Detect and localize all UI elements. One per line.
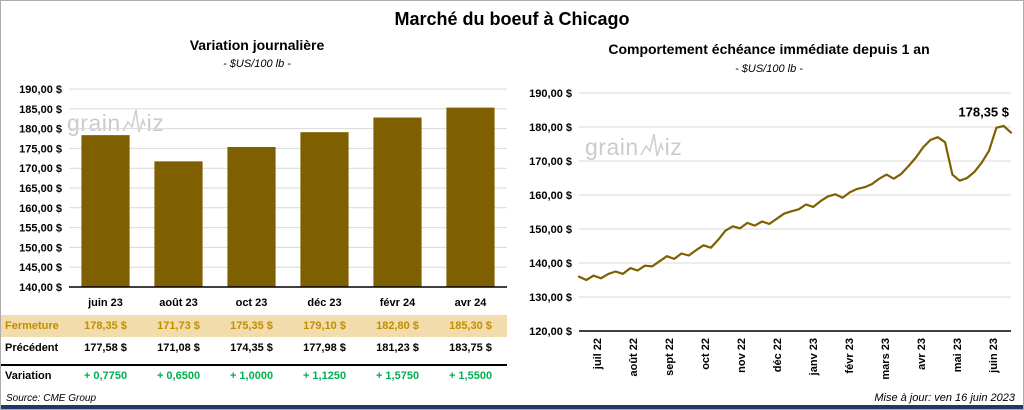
x-tick-label: févr 23	[844, 338, 856, 373]
y-tick-label: 180,00 $	[529, 122, 572, 134]
daily-variation-bar-chart: 140,00 $ 145,00 $ 150,00 $ 155,00 $ 160,00 $…	[1, 79, 513, 300]
y-tick-label: 175,00 $	[19, 143, 62, 155]
price-table: Fermeture 178,35 $ 171,73 $ 175,35 $ 179,10 …	[1, 315, 507, 386]
price-value: 185,30 $	[449, 320, 492, 332]
y-tick-label: 155,00 $	[19, 223, 62, 235]
y-tick-label: 180,00 $	[19, 124, 62, 136]
line-chart-title: Comportement échéance immédiate depuis 1…	[608, 41, 930, 57]
month-label: févr 24	[379, 297, 416, 309]
bar	[300, 132, 349, 287]
grainwiz-watermark: grain iz	[585, 131, 682, 161]
bar-chart-month-labels: juin 23 août 23 oct 23 déc 23 févr 24 avr 24	[69, 297, 507, 309]
price-value: 174,35 $	[230, 342, 273, 354]
x-tick-label: mars 23	[880, 338, 892, 380]
price-row-label: Fermeture	[5, 320, 59, 332]
y-tick-label: 190,00 $	[19, 84, 62, 96]
y-tick-label: 160,00 $	[19, 203, 62, 215]
month-label: avr 24	[454, 297, 487, 309]
watermark-text-prefix: grain	[585, 134, 639, 160]
y-tick-label: 170,00 $	[19, 163, 62, 175]
x-tick-label: août 22	[628, 338, 640, 377]
y-tick-label: 190,00 $	[529, 88, 572, 100]
price-row-label: Précédent	[5, 342, 59, 354]
line-chart-svg: 120,00 $ 130,00 $ 140,00 $ 150,00 $ 160,00 $…	[529, 88, 1013, 380]
yearly-trend-line-chart: 120,00 $ 130,00 $ 140,00 $ 150,00 $ 160,00 $…	[513, 79, 1023, 396]
bar	[81, 135, 130, 287]
price-value: 178,35 $	[84, 320, 127, 332]
y-tick-label: 140,00 $	[19, 282, 62, 294]
y-tick-label: 130,00 $	[529, 292, 572, 304]
month-label: août 23	[159, 297, 198, 309]
price-line	[577, 124, 1013, 282]
price-value: + 1,0000	[229, 370, 274, 382]
y-tick-label: 150,00 $	[529, 224, 572, 236]
price-row-label: Variation	[5, 370, 52, 382]
price-value: 183,75 $	[449, 342, 492, 354]
price-value: 175,35 $	[230, 320, 273, 332]
x-tick-label: juin 23	[988, 338, 1000, 374]
price-value: 177,58 $	[84, 342, 127, 354]
month-label: déc 23	[307, 297, 342, 309]
x-tick-label: déc 22	[772, 338, 784, 372]
price-value: 182,80 $	[376, 320, 419, 332]
line-chart-subtitle: - $US/100 lb -	[735, 63, 803, 75]
watermark-squiggle-icon	[639, 133, 664, 157]
bar	[154, 161, 203, 287]
watermark-text-suffix: iz	[664, 134, 683, 160]
x-tick-label: juil 22	[592, 338, 604, 370]
price-value: + 1,5500	[448, 370, 493, 382]
watermark-squiggle-icon	[121, 109, 146, 133]
price-value: + 0,7750	[83, 370, 128, 382]
y-tick-label: 145,00 $	[19, 262, 62, 274]
page-title: Marché du boeuf à Chicago	[394, 9, 630, 29]
price-value: 171,08 $	[157, 342, 200, 354]
update-note: Mise à jour: ven 16 juin 2023	[874, 392, 1015, 404]
footer-accent-bar	[1, 405, 1023, 409]
x-tick-label: sept 22	[664, 338, 676, 376]
price-value: 177,98 $	[303, 342, 346, 354]
y-tick-label: 170,00 $	[529, 156, 572, 168]
y-tick-label: 120,00 $	[529, 326, 572, 338]
yearly-trend-panel: Comportement échéance immédiate depuis 1…	[513, 1, 1023, 409]
bar	[373, 117, 422, 288]
daily-variation-panel: Variation journalière - $US/100 lb - gra…	[1, 1, 513, 409]
y-tick-label: 165,00 $	[19, 183, 62, 195]
bar-chart-subtitle: - $US/100 lb -	[223, 58, 291, 70]
last-price-annotation: 178,35 $	[958, 105, 1009, 120]
y-tick-label: 140,00 $	[529, 258, 572, 270]
bar	[446, 107, 495, 287]
price-value: 179,10 $	[303, 320, 346, 332]
x-tick-label: mai 23	[952, 338, 964, 372]
watermark-text-suffix: iz	[146, 110, 165, 136]
x-tick-label: oct 22	[700, 338, 712, 370]
watermark-text-prefix: grain	[67, 110, 121, 136]
x-tick-label: avr 23	[916, 338, 928, 370]
price-value: 181,23 $	[376, 342, 419, 354]
price-value: + 1,5750	[375, 370, 420, 382]
source-note: Source: CME Group	[6, 393, 97, 404]
bar	[227, 147, 276, 287]
bar-chart-title: Variation journalière	[189, 37, 325, 53]
price-row-previous: Précédent 177,58 $ 171,08 $ 174,35 $ 177,98 …	[1, 337, 507, 359]
price-value: 171,73 $	[157, 320, 200, 332]
bar-chart-svg: 140,00 $ 145,00 $ 150,00 $ 155,00 $ 160,00 $…	[19, 84, 507, 294]
price-row-variation: Variation + 0,7750 + 0,6500 + 1,0000 + 1,125…	[1, 364, 507, 386]
price-value: + 0,6500	[156, 370, 201, 382]
y-tick-label: 185,00 $	[19, 104, 62, 116]
price-row-close: Fermeture 178,35 $ 171,73 $ 175,35 $ 179,10 …	[1, 315, 507, 337]
y-tick-label: 150,00 $	[19, 242, 62, 254]
price-value: + 1,1250	[302, 370, 347, 382]
grainwiz-watermark: grain iz	[67, 107, 164, 137]
month-label: oct 23	[235, 297, 268, 309]
month-label: juin 23	[88, 297, 123, 309]
x-tick-label: janv 23	[808, 338, 820, 376]
y-tick-label: 160,00 $	[529, 190, 572, 202]
x-tick-label: nov 22	[736, 338, 748, 373]
